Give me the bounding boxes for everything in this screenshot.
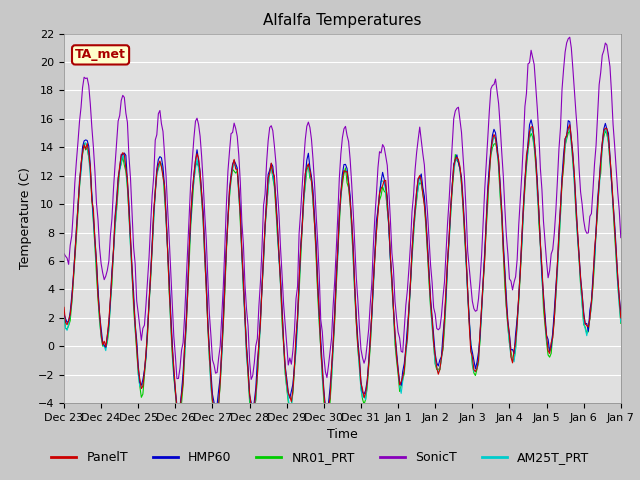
X-axis label: Time: Time bbox=[327, 429, 358, 442]
Text: TA_met: TA_met bbox=[75, 48, 126, 61]
Title: Alfalfa Temperatures: Alfalfa Temperatures bbox=[263, 13, 422, 28]
Legend: PanelT, HMP60, NR01_PRT, SonicT, AM25T_PRT: PanelT, HMP60, NR01_PRT, SonicT, AM25T_P… bbox=[46, 446, 594, 469]
Y-axis label: Temperature (C): Temperature (C) bbox=[19, 168, 32, 269]
